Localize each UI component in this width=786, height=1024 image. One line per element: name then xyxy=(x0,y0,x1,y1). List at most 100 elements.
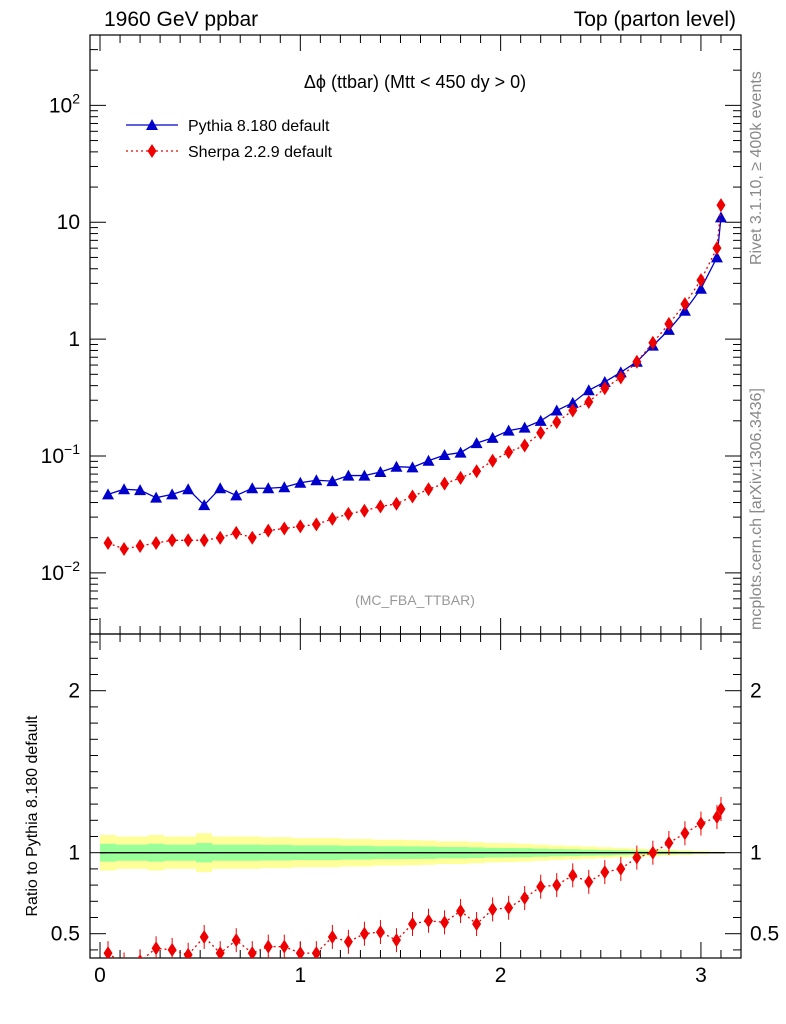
data-point xyxy=(424,482,434,497)
data-point xyxy=(263,523,273,538)
data-point xyxy=(231,933,241,948)
data-point xyxy=(520,891,530,906)
data-point xyxy=(359,926,369,941)
data-point xyxy=(550,404,563,416)
data-point xyxy=(456,904,466,919)
data-point xyxy=(343,934,353,949)
ratio-series xyxy=(103,796,726,958)
y-tick-label: 2 xyxy=(750,680,762,703)
data-point xyxy=(568,403,578,418)
data-point xyxy=(214,482,227,494)
legend-label: Sherpa 2.2.9 default xyxy=(188,144,333,161)
data-point xyxy=(215,946,225,958)
data-point xyxy=(247,530,257,545)
data-point xyxy=(374,465,387,477)
x-tick-label: 3 xyxy=(695,964,707,987)
data-point xyxy=(696,273,706,288)
data-point xyxy=(616,370,626,385)
data-point xyxy=(716,801,726,816)
y-tick-label: 10 xyxy=(57,211,80,234)
data-point xyxy=(231,525,241,540)
x-tick-label: 0 xyxy=(94,964,106,987)
y-tick-label: 10−1 xyxy=(41,441,81,468)
data-point xyxy=(247,946,257,958)
data-point xyxy=(311,517,321,532)
data-point xyxy=(504,900,514,915)
data-point xyxy=(102,488,115,500)
data-point xyxy=(167,942,177,957)
data-point xyxy=(198,499,211,511)
x-tick-label: 1 xyxy=(294,964,306,987)
data-point xyxy=(438,449,451,461)
data-point xyxy=(488,902,498,917)
y-tick-label: 0.5 xyxy=(51,923,80,946)
data-point xyxy=(151,536,161,551)
data-point xyxy=(406,461,419,473)
data-point xyxy=(199,533,209,548)
series-line xyxy=(107,205,722,550)
data-point xyxy=(552,878,562,893)
rivet-version-text: Rivet 3.1.10, ≥ 400k events xyxy=(748,71,765,265)
data-point xyxy=(716,198,726,213)
data-point xyxy=(486,431,499,443)
data-point xyxy=(246,482,259,494)
data-point xyxy=(710,251,723,263)
data-point xyxy=(648,335,658,350)
data-point xyxy=(326,475,339,487)
data-point xyxy=(295,946,305,958)
legend-label: Pythia 8.180 default xyxy=(188,118,330,135)
data-point xyxy=(166,488,179,500)
data-point xyxy=(390,460,403,472)
data-point xyxy=(424,913,434,928)
data-point xyxy=(123,957,125,958)
plot-title: Δϕ (ttbar) (Mtt < 450 dy > 0) xyxy=(304,72,526,92)
data-point xyxy=(359,503,369,518)
data-point xyxy=(600,865,610,880)
data-point xyxy=(454,446,467,458)
data-point xyxy=(714,211,727,223)
collision-label: 1960 GeV ppbar xyxy=(104,8,259,31)
data-point xyxy=(470,437,483,449)
data-point xyxy=(664,835,674,850)
mcplots-reference-text: mcplots.cern.ch [arXiv:1306.3436] xyxy=(748,388,765,630)
data-point xyxy=(182,483,195,495)
data-point xyxy=(135,538,145,553)
main-plot-panel: 10−2 10−1 1 10 102 Δϕ (ttbar) (Mtt < 450 dy >… xyxy=(41,34,742,635)
data-point xyxy=(230,489,243,501)
data-point xyxy=(343,506,353,521)
data-point xyxy=(134,484,147,496)
data-point xyxy=(472,916,482,931)
data-point xyxy=(279,521,289,536)
data-point xyxy=(632,850,642,865)
y-tick-label: 1 xyxy=(750,842,762,865)
data-point xyxy=(582,384,595,396)
data-point xyxy=(616,861,626,876)
data-point xyxy=(440,915,450,930)
data-point xyxy=(295,519,305,534)
data-point xyxy=(712,810,722,825)
data-point xyxy=(358,469,371,481)
data-point xyxy=(375,925,385,940)
data-point xyxy=(119,542,129,557)
data-point xyxy=(294,476,307,488)
x-tick-label: 2 xyxy=(495,964,507,987)
y-tick-label: 102 xyxy=(49,90,80,117)
data-point xyxy=(391,496,401,511)
data-point xyxy=(199,929,209,944)
y-tick-label: 2 xyxy=(68,680,80,703)
ratio-frame xyxy=(89,633,742,959)
data-point xyxy=(311,946,321,958)
analysis-id: (MC_FBA_TTBAR) xyxy=(355,592,475,608)
data-point xyxy=(342,469,355,481)
data-point xyxy=(712,241,722,256)
data-point xyxy=(456,470,466,485)
data-point xyxy=(137,954,143,958)
data-point xyxy=(488,453,498,468)
data-point xyxy=(278,481,291,493)
data-point xyxy=(327,929,337,944)
data-point xyxy=(680,826,690,841)
data-point xyxy=(520,438,530,453)
data-point xyxy=(407,916,417,931)
series-line xyxy=(107,808,722,958)
